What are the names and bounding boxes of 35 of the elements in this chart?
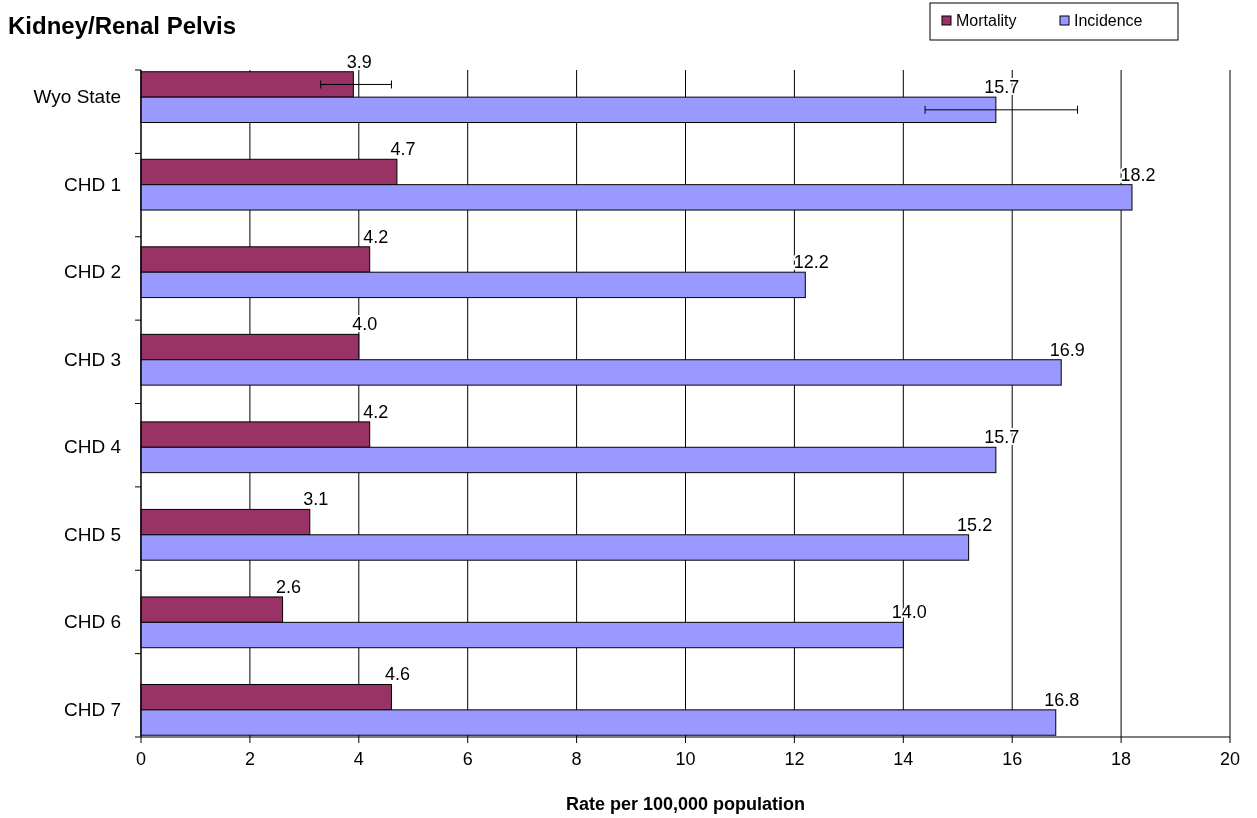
y-tick-label: CHD 6	[63, 611, 121, 633]
data-label: 15.2	[957, 514, 993, 535]
x-tick-label: 4	[353, 749, 364, 769]
x-tick-label: 12	[784, 749, 805, 769]
x-axis-title: Rate per 100,000 population	[565, 794, 806, 814]
y-tick-label: Wyo State	[33, 86, 121, 108]
x-tick-label: 18	[1111, 749, 1132, 769]
x-tick-label: 20	[1219, 749, 1241, 769]
legend-label: Incidence	[1074, 12, 1143, 29]
data-label: 4.2	[363, 401, 389, 422]
data-label: 4.2	[363, 226, 389, 247]
y-tick-label: CHD 2	[63, 261, 121, 283]
x-tick-label: 0	[135, 749, 147, 769]
x-tick-label: 6	[462, 749, 473, 769]
y-tick-label: CHD 4	[63, 436, 122, 458]
x-tick-label: 16	[1002, 749, 1023, 769]
x-tick-label: 14	[893, 749, 914, 769]
y-tick-label: CHD 5	[63, 523, 121, 545]
x-tick-label: 10	[675, 749, 696, 769]
data-label: 4.6	[384, 664, 410, 685]
data-label: 3.1	[303, 489, 329, 510]
legend-label: Mortality	[956, 12, 1017, 29]
x-tick-label: 2	[244, 749, 255, 769]
y-tick-label: CHD 1	[63, 173, 121, 195]
data-label: 16.8	[1044, 689, 1080, 710]
data-label: 16.9	[1049, 339, 1085, 360]
x-tick-label: 8	[571, 749, 582, 769]
data-label: 2.6	[276, 576, 302, 597]
y-tick-label: CHD 3	[63, 348, 121, 370]
chart-title: Kidney/Renal Pelvis	[8, 12, 237, 39]
data-label: 12.2	[793, 252, 829, 273]
data-label: 3.9	[346, 51, 372, 72]
y-tick-label: CHD 7	[63, 698, 121, 720]
data-label: 18.2	[1120, 164, 1156, 185]
data-label: 4.7	[390, 139, 416, 160]
